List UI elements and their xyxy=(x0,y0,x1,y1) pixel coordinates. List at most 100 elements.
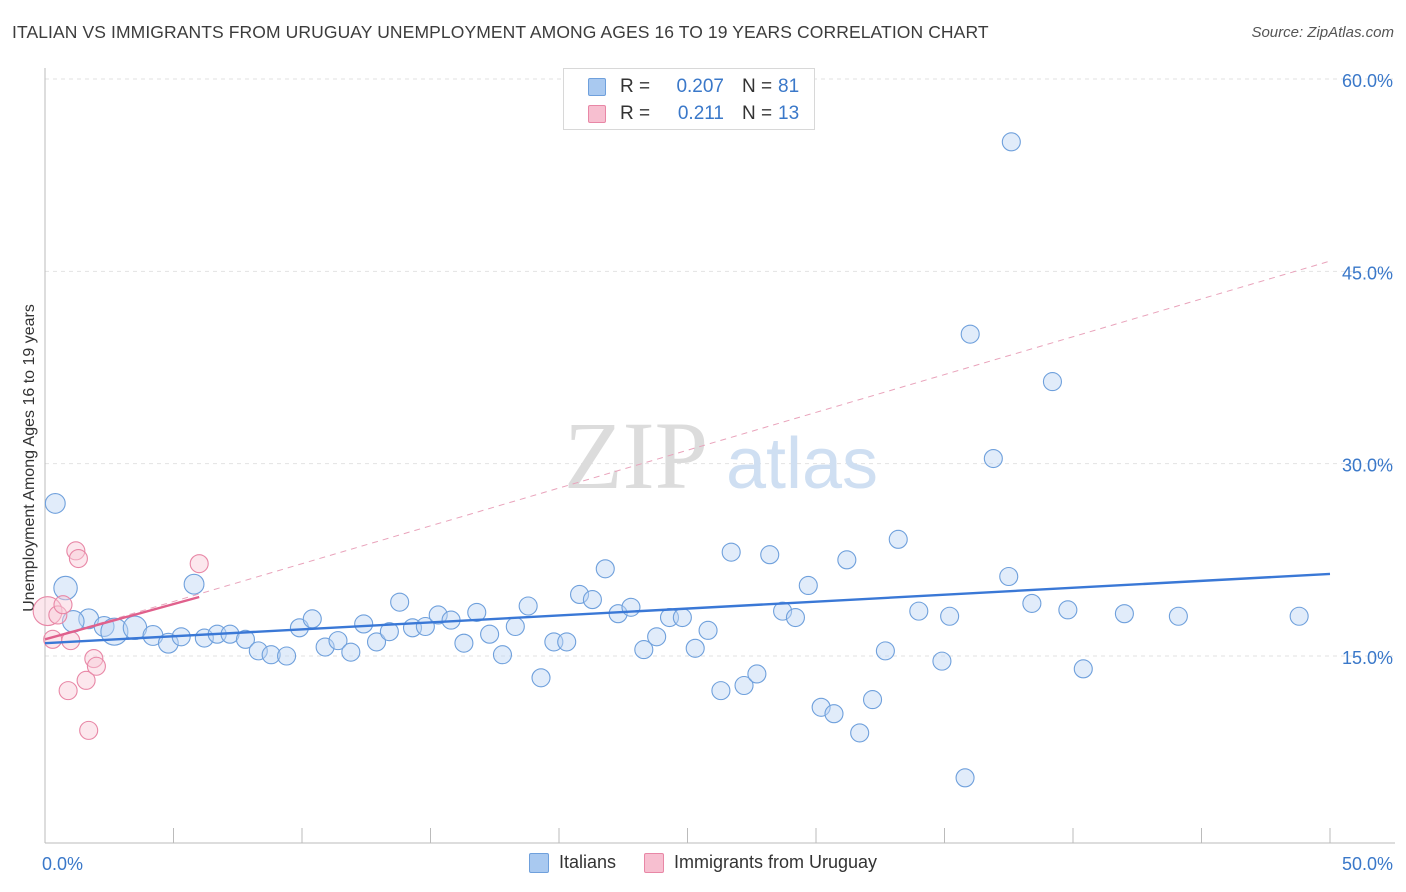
legend-r-label: R = xyxy=(620,103,651,124)
x-tick-label: 0.0% xyxy=(42,854,83,874)
trend-lines xyxy=(44,260,1331,645)
italians-point xyxy=(862,690,883,710)
italians-point xyxy=(277,646,297,666)
uruguay-point xyxy=(48,605,68,625)
legend-r-label: R = xyxy=(620,76,651,97)
italians-point xyxy=(734,675,754,696)
x-tick-label: 50.0% xyxy=(1342,854,1393,874)
legend-n-label: N = xyxy=(742,76,773,97)
italians-point xyxy=(505,616,525,637)
uruguay-point xyxy=(66,541,86,561)
italians-point xyxy=(354,614,374,634)
legend-box: R = 0.207 N = 81 R = 0.211 N = 13 xyxy=(563,68,815,130)
italians-point xyxy=(785,607,805,628)
italians-point xyxy=(634,640,654,660)
italians-point xyxy=(909,601,929,621)
uruguay-point xyxy=(53,595,73,615)
italians-point xyxy=(518,596,538,616)
bottom-legend-uruguay[interactable]: Immigrants from Uruguay xyxy=(643,852,878,873)
uruguay-point xyxy=(32,596,63,627)
legend-row-uruguay: R = 0.211 N = 13 xyxy=(588,102,799,126)
y-tick-label: 15.0% xyxy=(1342,648,1393,668)
italians-point xyxy=(685,638,705,658)
uruguay-point xyxy=(68,549,88,569)
italians-point xyxy=(1001,132,1021,152)
italians-point xyxy=(1073,659,1093,679)
y-tick-label: 60.0% xyxy=(1342,71,1393,91)
italians-point xyxy=(1289,606,1309,626)
italians-point xyxy=(940,606,960,626)
italians-point xyxy=(557,632,577,652)
italians-point xyxy=(837,550,857,570)
bottom-legend-swatch-uruguay xyxy=(643,852,664,873)
legend-row-italians: R = 0.207 N = 81 xyxy=(588,75,799,99)
italians-point xyxy=(492,645,513,665)
italians-point xyxy=(932,651,952,671)
italians-point xyxy=(1058,600,1078,620)
italians-point xyxy=(328,631,348,651)
legend-swatch-italians xyxy=(588,78,606,96)
italians-point xyxy=(999,566,1019,587)
y-tick-label: 30.0% xyxy=(1342,456,1393,476)
italians-point xyxy=(261,645,281,665)
italians-point xyxy=(850,723,870,743)
italians-point xyxy=(1168,606,1188,626)
uruguay-trend-extended xyxy=(44,260,1331,640)
uruguay-point xyxy=(76,670,96,690)
italians-point xyxy=(721,542,741,562)
italians-point xyxy=(1042,372,1062,392)
italians-point xyxy=(44,492,66,514)
italians-point xyxy=(341,642,361,662)
italians-point xyxy=(467,602,487,622)
axes xyxy=(44,68,1395,844)
italians-point xyxy=(798,575,818,596)
italians-point xyxy=(379,622,399,642)
italians-point xyxy=(824,704,844,724)
italians-point xyxy=(747,664,767,684)
bottom-legend-italians[interactable]: Italians xyxy=(528,852,616,873)
chart-title: ITALIAN VS IMMIGRANTS FROM URUGUAY UNEMP… xyxy=(12,22,989,42)
legend-swatch-uruguay xyxy=(588,105,606,123)
italians-point xyxy=(760,545,780,565)
legend-n-value: 81 xyxy=(778,76,800,97)
italians-point xyxy=(960,324,980,344)
italians-point xyxy=(888,529,908,549)
italians-point xyxy=(711,681,731,701)
uruguay-point xyxy=(86,656,106,676)
italians-point xyxy=(366,632,387,652)
watermark: ZIP atlas xyxy=(564,402,878,509)
legend-r-value: 0.211 xyxy=(677,103,724,124)
italians-point xyxy=(480,624,500,644)
italians-point xyxy=(983,448,1003,469)
uruguay-point xyxy=(58,681,78,701)
uruguay-trend-line xyxy=(44,595,200,641)
legend-n-label: N = xyxy=(742,103,773,124)
italians-point xyxy=(621,597,641,617)
uruguay-point xyxy=(84,649,104,669)
italians-trend-line xyxy=(44,572,1331,645)
italians-point xyxy=(1114,604,1134,624)
bottom-legend: Italians Immigrants from Uruguay xyxy=(0,852,1406,873)
italians-point xyxy=(595,559,615,579)
italians-point xyxy=(582,590,602,610)
italians-point xyxy=(157,632,179,654)
italians-point xyxy=(428,605,448,625)
tick-labels: 15.0% 30.0% 45.0% 60.0% 0.0% 50.0% xyxy=(42,71,1393,874)
italians-point xyxy=(390,592,410,612)
gridlines xyxy=(45,78,1395,657)
italians-point xyxy=(1022,593,1042,613)
y-tick-label: 45.0% xyxy=(1342,263,1393,283)
italians-point xyxy=(698,620,718,640)
italians-point xyxy=(570,584,590,605)
uruguay-point xyxy=(79,720,99,740)
italians-point xyxy=(672,607,692,628)
italians-point xyxy=(53,575,78,601)
source-label: Source: ZipAtlas.com xyxy=(1251,24,1394,41)
bottom-legend-label-italians: Italians xyxy=(558,852,616,872)
bottom-legend-swatch-italians xyxy=(528,852,549,873)
italians-point xyxy=(302,609,322,629)
italians-point xyxy=(454,633,474,653)
italians-point xyxy=(235,629,256,649)
bottom-legend-label-uruguay: Immigrants from Uruguay xyxy=(673,852,878,872)
